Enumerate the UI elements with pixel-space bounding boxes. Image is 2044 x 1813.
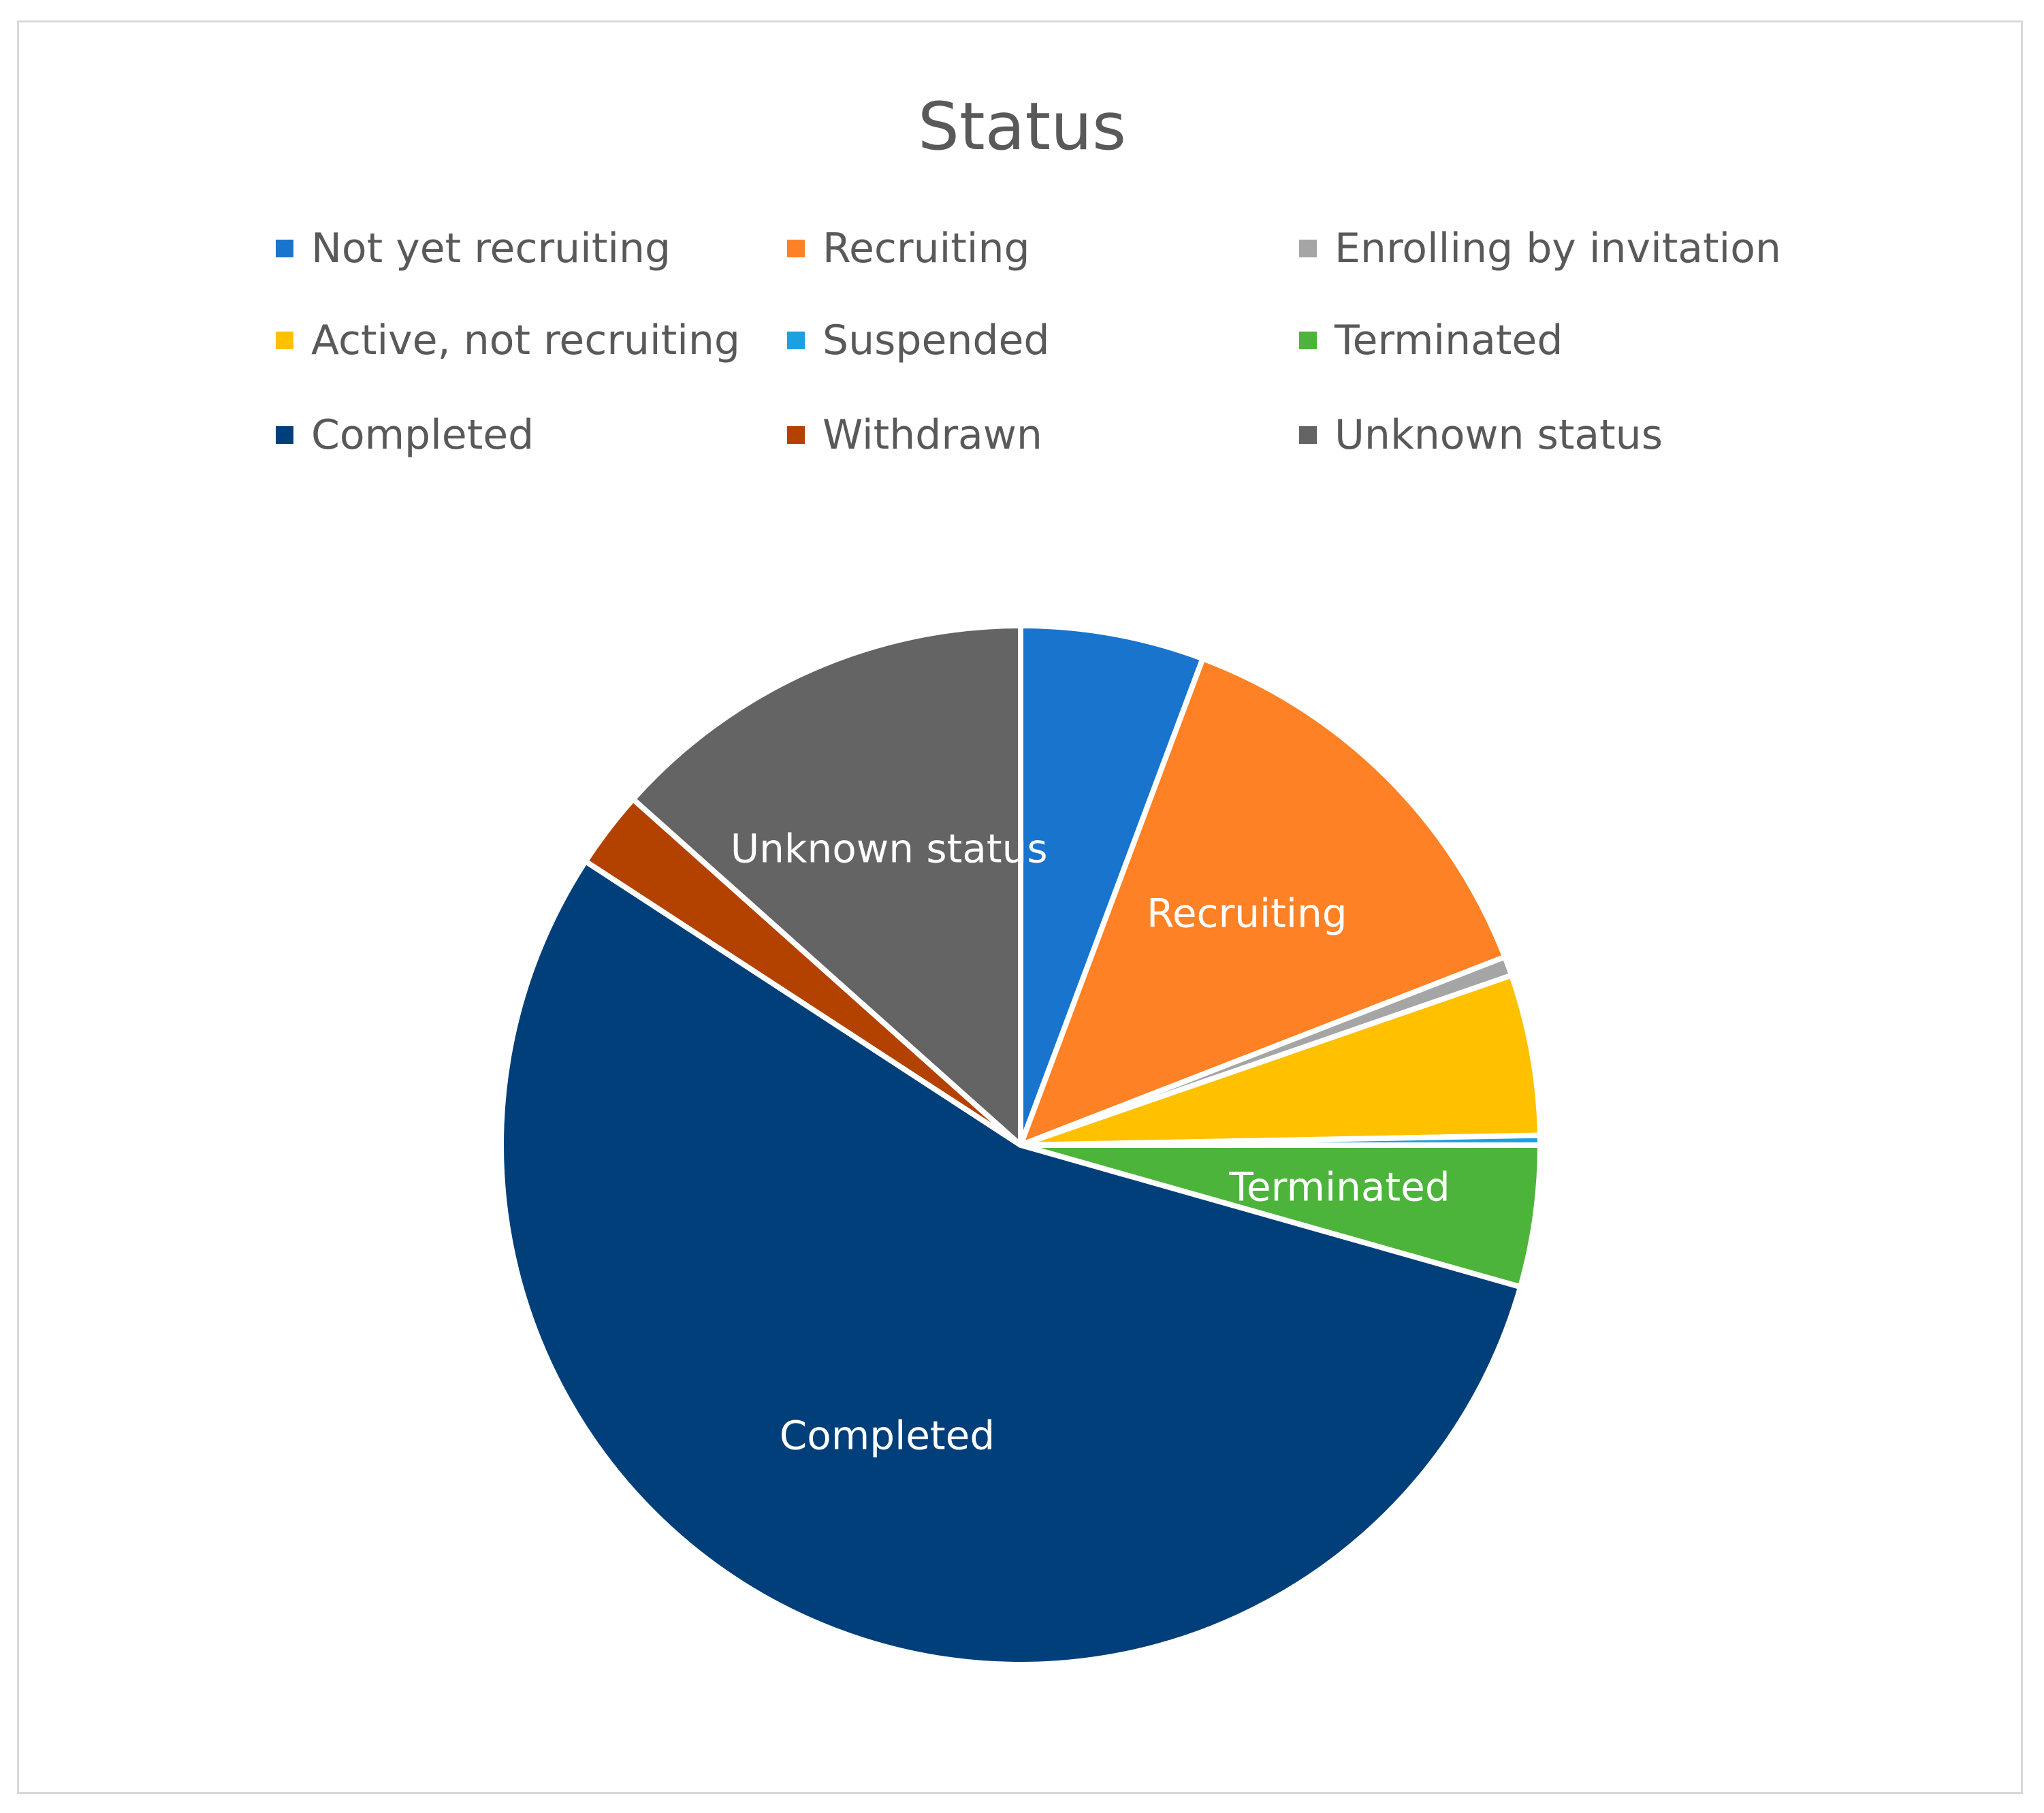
pie-slice-completed — [498, 859, 1524, 1667]
legend-item-recruiting: Recruiting — [787, 221, 1030, 276]
legend-item-enrolling-by-invitation: Enrolling by invitation — [1299, 221, 1781, 276]
slice-label-terminated: Terminated — [1228, 1164, 1450, 1210]
legend-item-suspended: Suspended — [787, 313, 1050, 368]
pie-slice-not-yet-recruiting — [1018, 623, 1206, 1148]
legend-label: Suspended — [823, 317, 1050, 364]
legend-item-terminated: Terminated — [1299, 313, 1563, 368]
legend-swatch — [1299, 426, 1317, 444]
legend-swatch — [1299, 240, 1317, 257]
legend-label: Active, not recruiting — [311, 317, 740, 364]
chart-title: Status — [918, 89, 1126, 165]
legend-label: Withdrawn — [823, 411, 1042, 459]
legend-item-withdrawn: Withdrawn — [787, 408, 1042, 462]
legend-swatch — [787, 426, 805, 444]
slice-label-completed: Completed — [780, 1413, 995, 1459]
slice-label-unknown-status: Unknown status — [731, 825, 1048, 871]
legend-swatch — [276, 332, 293, 349]
legend-label: Not yet recruiting — [311, 225, 671, 272]
pie-slice-unknown-status — [630, 623, 1023, 1148]
legend-swatch — [787, 240, 805, 257]
chart-frame: Status Not yet recruiting Recruiting Enrol… — [17, 20, 2023, 1794]
legend-label: Enrolling by invitation — [1335, 225, 1781, 272]
pie-chart: Recruiting Terminated Completed Unknown sta… — [498, 623, 1543, 1667]
legend-label: Completed — [311, 411, 534, 459]
legend-item-active-not-recruiting: Active, not recruiting — [276, 313, 740, 368]
pie-slice-active-not-recruiting — [1018, 972, 1543, 1148]
legend-label: Terminated — [1335, 317, 1563, 364]
legend-item-not-yet-recruiting: Not yet recruiting — [276, 221, 671, 276]
pie-slice-recruiting — [1018, 656, 1508, 1148]
slice-label-recruiting: Recruiting — [1147, 891, 1347, 937]
legend-swatch — [787, 332, 805, 349]
legend-swatch — [276, 426, 293, 444]
legend-label: Recruiting — [823, 225, 1030, 272]
legend-swatch — [276, 240, 293, 257]
legend-item-completed: Completed — [276, 408, 534, 462]
legend-swatch — [1299, 332, 1317, 349]
legend-label: Unknown status — [1335, 411, 1663, 459]
legend-item-unknown-status: Unknown status — [1299, 408, 1663, 462]
